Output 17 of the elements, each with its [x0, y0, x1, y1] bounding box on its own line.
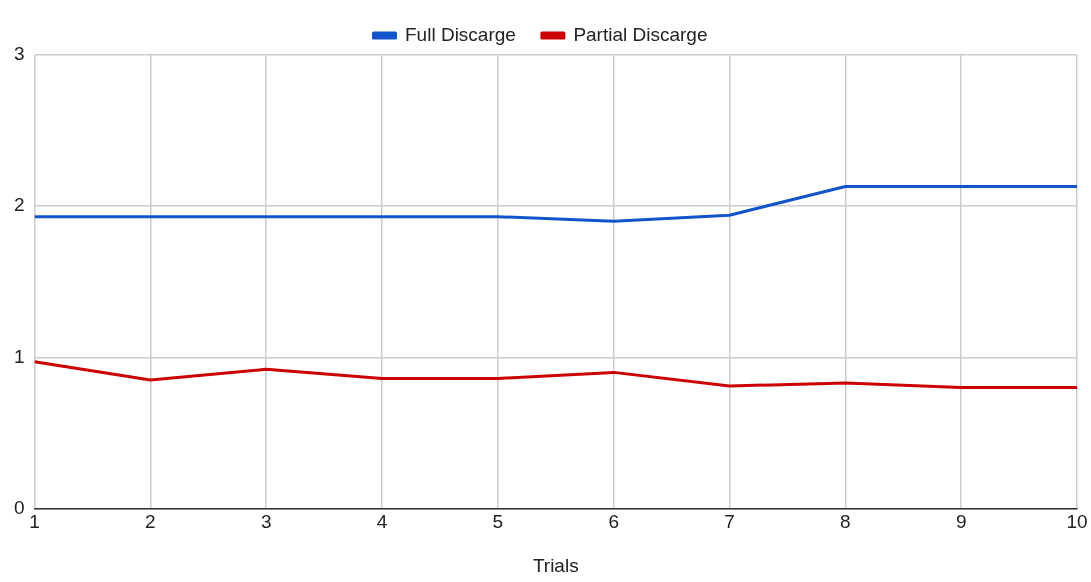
legend-label: Full Discarge	[405, 23, 516, 45]
x-axis-title: Trials	[532, 554, 579, 576]
x-tick-label: 8	[840, 511, 851, 533]
x-tick-label: 4	[376, 511, 388, 533]
y-tick-label: 1	[13, 345, 25, 367]
legend-label: Partial Discarge	[573, 23, 708, 45]
x-tick-label: 6	[608, 511, 619, 533]
x-tick-label: 10	[1066, 511, 1088, 533]
x-tick-label: 9	[955, 511, 967, 533]
x-tick-label: 3	[260, 511, 272, 533]
x-tick-label: 2	[145, 511, 156, 533]
x-tick-label: 1	[29, 511, 40, 533]
y-tick-label: 3	[13, 43, 25, 65]
y-tick-label: 0	[13, 496, 25, 518]
x-tick-label: 5	[492, 511, 504, 533]
x-tick-label: 7	[724, 511, 735, 533]
y-tick-label: 2	[13, 194, 25, 216]
